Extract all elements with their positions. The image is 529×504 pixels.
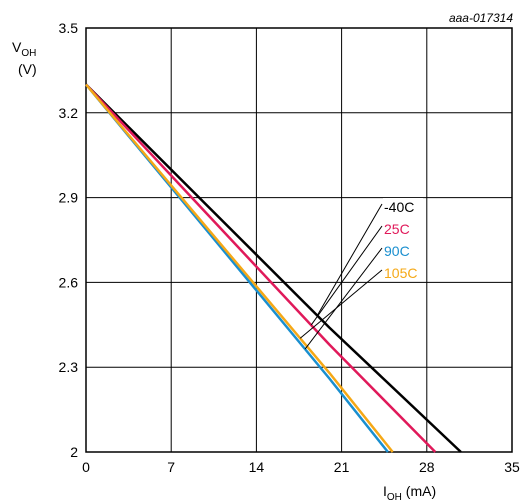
plot-frame: [85, 27, 513, 453]
legend-leader-line: [304, 247, 383, 350]
legend-leader-lines: [299, 203, 383, 350]
series-line: [85, 83, 437, 453]
x-tick-label: 7: [167, 459, 175, 475]
tick-labels: 0 7 14 21 28 35 2 2.3 2.6 2.9 3.2 3.5: [59, 20, 520, 475]
legend-leader-line: [316, 203, 383, 316]
y-axis-label-main: V: [12, 39, 22, 55]
x-tick-label: 0: [82, 459, 90, 475]
x-tick-label: 14: [249, 459, 265, 475]
y-tick-label: 2: [70, 444, 78, 460]
legend-label-bg: [383, 220, 414, 237]
legend-label: 25C: [384, 221, 410, 237]
grid: [86, 28, 512, 452]
legend-leader-line: [299, 269, 383, 339]
series-line: [85, 83, 394, 453]
plot-border: [85, 27, 513, 453]
y-tick-label: 2.6: [59, 274, 79, 290]
chart-id-label: aaa-017314: [449, 11, 513, 25]
y-tick-label: 3.2: [59, 105, 79, 121]
y-axis-unit: (V): [18, 61, 37, 77]
x-axis-label-main: I: [383, 483, 387, 499]
legend-label-bg: [383, 264, 423, 281]
series-line: [85, 83, 462, 453]
x-axis-label-unit: (mA): [402, 483, 436, 499]
legend-label-bg: [383, 242, 414, 259]
y-tick-label: 2.3: [59, 359, 79, 375]
legend-label: 105C: [384, 265, 417, 281]
x-tick-label: 28: [419, 459, 435, 475]
y-axis-label-sub: OH: [21, 48, 36, 59]
series-lines: [85, 83, 462, 453]
x-tick-label: 21: [334, 459, 350, 475]
legend-label: -40C: [384, 199, 414, 215]
legend: -40C 25C 90C 105C: [383, 198, 423, 281]
x-axis-label-sub: OH: [387, 492, 402, 503]
x-axis-label: IOH (mA): [383, 483, 436, 503]
y-tick-label: 2.9: [59, 190, 79, 206]
x-tick-label: 35: [504, 459, 520, 475]
y-tick-label: 3.5: [59, 20, 79, 36]
y-axis-label: VOH: [12, 39, 36, 59]
legend-label: 90C: [384, 243, 410, 259]
legend-label-bg: [383, 198, 423, 215]
legend-leader-line: [310, 225, 383, 326]
